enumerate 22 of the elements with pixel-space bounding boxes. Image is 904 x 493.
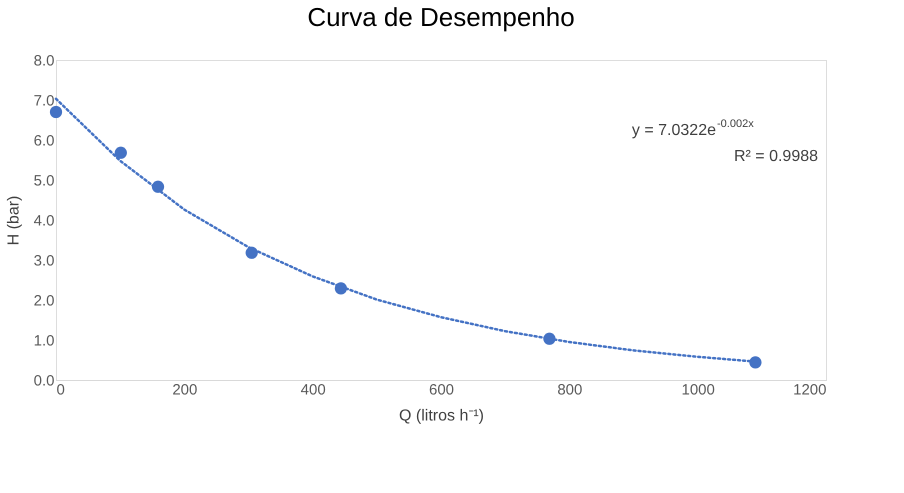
annotation: R² = 0.9988	[734, 148, 818, 165]
y-tick-label: 4.0	[34, 212, 54, 230]
y-tick-label: 2.0	[34, 292, 54, 310]
x-tick-label: 800	[557, 382, 582, 398]
point	[114, 146, 127, 159]
x-tick-label: 1200	[793, 382, 826, 398]
y-tick-label: 6.0	[34, 132, 54, 150]
y-tick-label: 8.0	[34, 52, 54, 70]
y-axis-title: H (bar)	[6, 196, 23, 246]
y-tick-label: 1.0	[34, 332, 54, 350]
x-axis-title: Q (litros h⁻¹)	[399, 408, 484, 424]
point	[50, 106, 62, 118]
x-tick-label: 400	[300, 382, 326, 398]
y-tick-label: 3.0	[34, 252, 54, 270]
y-tick-label: 0.0	[34, 372, 54, 390]
x-tick-label: 1000	[681, 382, 715, 398]
y-tick-label: 7.0	[34, 92, 54, 110]
x-tick-label: 0	[56, 382, 65, 398]
y-tick-label: 5.0	[34, 172, 54, 190]
chart-title: Curva de Desempenho	[307, 2, 575, 32]
x-tick-label: 600	[428, 382, 454, 398]
x-tick-label: 200	[172, 382, 198, 398]
